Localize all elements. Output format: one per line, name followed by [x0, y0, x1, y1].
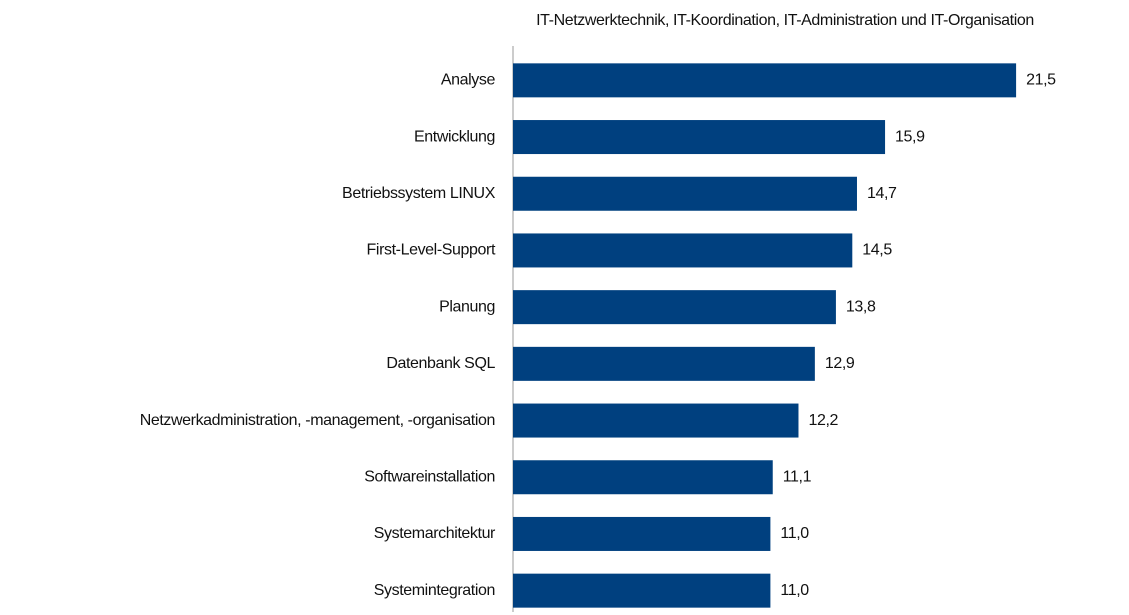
y-tick-label: Planung — [439, 298, 495, 315]
bar — [513, 290, 836, 325]
value-label: 11,1 — [783, 468, 812, 485]
bar — [513, 346, 815, 381]
bar — [513, 460, 773, 495]
y-tick-label: Datenbank SQL — [386, 355, 495, 372]
bar — [513, 573, 771, 608]
bar — [513, 63, 1017, 98]
y-tick-label: First-Level-Support — [367, 242, 496, 259]
bar — [513, 233, 853, 268]
y-tick-label: Softwareinstallation — [364, 468, 495, 485]
value-label: 11,0 — [780, 525, 809, 542]
y-tick-label: Analyse — [441, 72, 496, 89]
value-label: 11,0 — [780, 582, 809, 599]
bar — [513, 120, 886, 155]
bar — [513, 176, 857, 211]
y-tick-label: Entwicklung — [414, 128, 495, 145]
value-label: 13,8 — [846, 298, 876, 315]
y-tick-label: Systemintegration — [374, 582, 495, 599]
value-label: 14,7 — [867, 185, 897, 202]
value-label: 14,5 — [862, 242, 892, 259]
chart-title: IT-Netzwerktechnik, IT-Koordination, IT-… — [536, 12, 1034, 29]
y-tick-label: Systemarchitektur — [374, 525, 496, 542]
value-label: 12,9 — [825, 355, 855, 372]
value-label: 21,5 — [1026, 72, 1056, 89]
y-tick-label: Netzwerkadministration, -management, -or… — [140, 412, 495, 429]
value-label: 15,9 — [895, 128, 925, 145]
bar — [513, 403, 799, 438]
y-tick-label: Betriebssystem LINUX — [342, 185, 496, 202]
bar — [513, 516, 771, 551]
value-label: 12,2 — [808, 412, 838, 429]
